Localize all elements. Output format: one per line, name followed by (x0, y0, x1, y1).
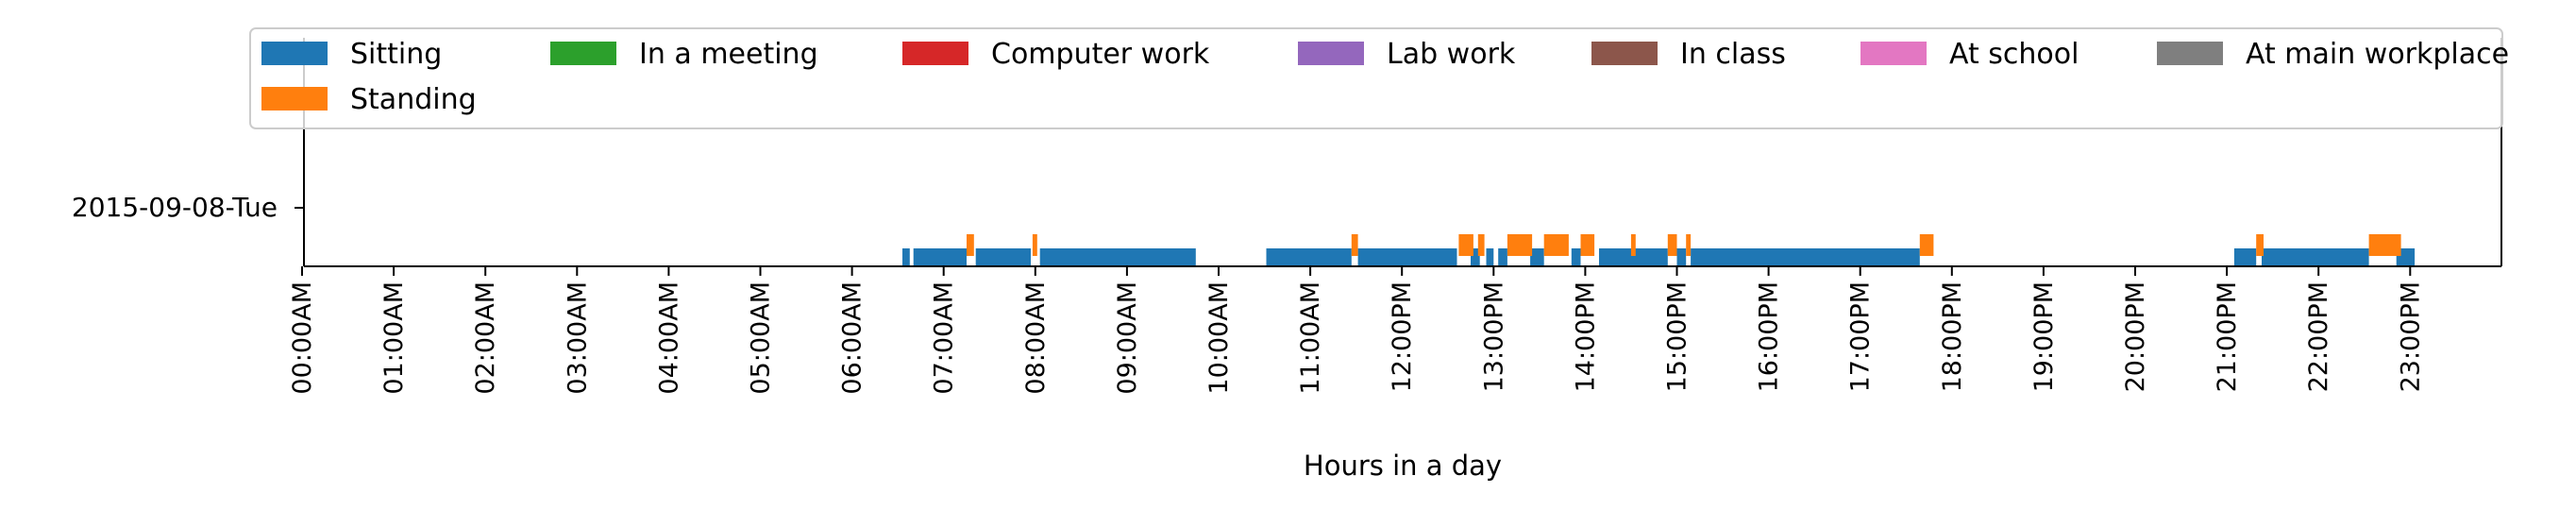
legend: Sitting Standing In a meeting Computer work… (249, 27, 2509, 129)
timeline-bar-sitting (1571, 248, 1581, 266)
timeline-bar-standing (2368, 234, 2401, 256)
x-axis-label: Hours in a day (1304, 450, 1502, 482)
timeline-bar-sitting (1498, 248, 1507, 266)
timeline-bar-standing (1667, 234, 1677, 256)
legend-swatch-in-a-meeting (550, 42, 616, 65)
x-tick-label: 16:00PM (1755, 281, 1784, 392)
legend-label: Standing (350, 83, 477, 116)
x-tick-label: 22:00PM (2304, 281, 2333, 392)
timeline-bar-sitting (975, 248, 1031, 266)
x-tick-label: 03:00AM (563, 281, 592, 395)
timeline-bar-standing (967, 234, 974, 256)
legend-label: At school (1949, 38, 2079, 71)
legend-swatch-sitting (261, 42, 328, 65)
timeline-bar-standing (1630, 234, 1636, 256)
timeline-bar-sitting (1599, 248, 1668, 266)
timeline-bar-sitting (2262, 248, 2369, 266)
x-tick-label: 01:00AM (379, 281, 409, 395)
legend-swatch-lab-work (1298, 42, 1364, 65)
x-ticks: 00:00AM 01:00AM 02:00AM 03:00AM 04:00AM 05:00… (288, 266, 2425, 395)
timeline-bar-standing (1032, 234, 1037, 256)
timeline-bar-sitting (1039, 248, 1196, 266)
legend-swatch-at-school (1860, 42, 1927, 65)
x-tick-label: 17:00PM (1846, 281, 1876, 392)
timeline-bar-sitting (902, 248, 910, 266)
x-tick-label: 20:00PM (2121, 281, 2150, 392)
legend-label: Lab work (1387, 38, 1516, 71)
timeline-bar-sitting (1357, 248, 1457, 266)
timeline-bar-standing (1351, 234, 1358, 256)
legend-label: In class (1680, 38, 1786, 71)
x-tick-label: 04:00AM (654, 281, 683, 395)
x-tick-label: 19:00PM (2029, 281, 2059, 392)
timeline-bar-standing (1477, 234, 1485, 256)
timeline-bar-sitting (1530, 248, 1544, 266)
timeline-bar-standing (1580, 234, 1595, 256)
x-tick-label: 14:00PM (1571, 281, 1600, 392)
x-tick-label: 09:00AM (1113, 281, 1142, 395)
x-tick-label: 10:00AM (1204, 281, 1234, 395)
legend-label: Computer work (991, 38, 1210, 71)
x-tick-label: 21:00PM (2213, 281, 2242, 392)
timeline-bar-standing (1507, 234, 1533, 256)
x-tick-label: 07:00AM (930, 281, 959, 395)
y-tick-label: 2015-09-08-Tue (72, 192, 278, 223)
legend-label: At main workplace (2246, 38, 2509, 71)
x-tick-label: 12:00PM (1388, 281, 1417, 392)
timeline-bar-sitting (1676, 248, 1687, 266)
x-tick-label: 15:00PM (1663, 281, 1692, 392)
x-tick-label: 05:00AM (747, 281, 776, 395)
legend-swatch-standing (261, 87, 328, 110)
timeline-bar-standing (2256, 234, 2264, 256)
timeline-bar-sitting (1486, 248, 1494, 266)
timeline-bar-standing (1543, 234, 1569, 256)
legend-items: Sitting Standing In a meeting Computer work… (261, 38, 2509, 116)
timeline-bar-standing (1686, 234, 1692, 256)
legend-label: In a meeting (639, 38, 818, 71)
timeline-bar-sitting (1266, 248, 1352, 266)
x-tick-label: 08:00AM (1021, 281, 1051, 395)
timeline-bar-sitting (1691, 248, 1920, 266)
legend-swatch-at-main-workplace (2157, 42, 2223, 65)
timeline-bar-sitting (2233, 248, 2257, 266)
bars-layer (902, 234, 2416, 266)
timeline-bar-sitting (1471, 248, 1480, 266)
x-tick-label: 11:00AM (1296, 281, 1325, 395)
legend-box (249, 27, 2503, 129)
x-tick-label: 00:00AM (288, 281, 317, 395)
timeline-bar-standing (1919, 234, 1934, 256)
timeline-bar-standing (1458, 234, 1473, 256)
x-tick-label: 02:00AM (471, 281, 500, 395)
x-tick-label: 23:00PM (2396, 281, 2425, 392)
x-tick-label: 13:00PM (1479, 281, 1508, 392)
x-tick-label: 18:00PM (1938, 281, 1967, 392)
timeline-bar-sitting (913, 248, 967, 266)
legend-label: Sitting (350, 38, 442, 71)
legend-swatch-computer-work (902, 42, 968, 65)
legend-swatch-in-class (1591, 42, 1658, 65)
x-tick-label: 06:00AM (838, 281, 867, 395)
